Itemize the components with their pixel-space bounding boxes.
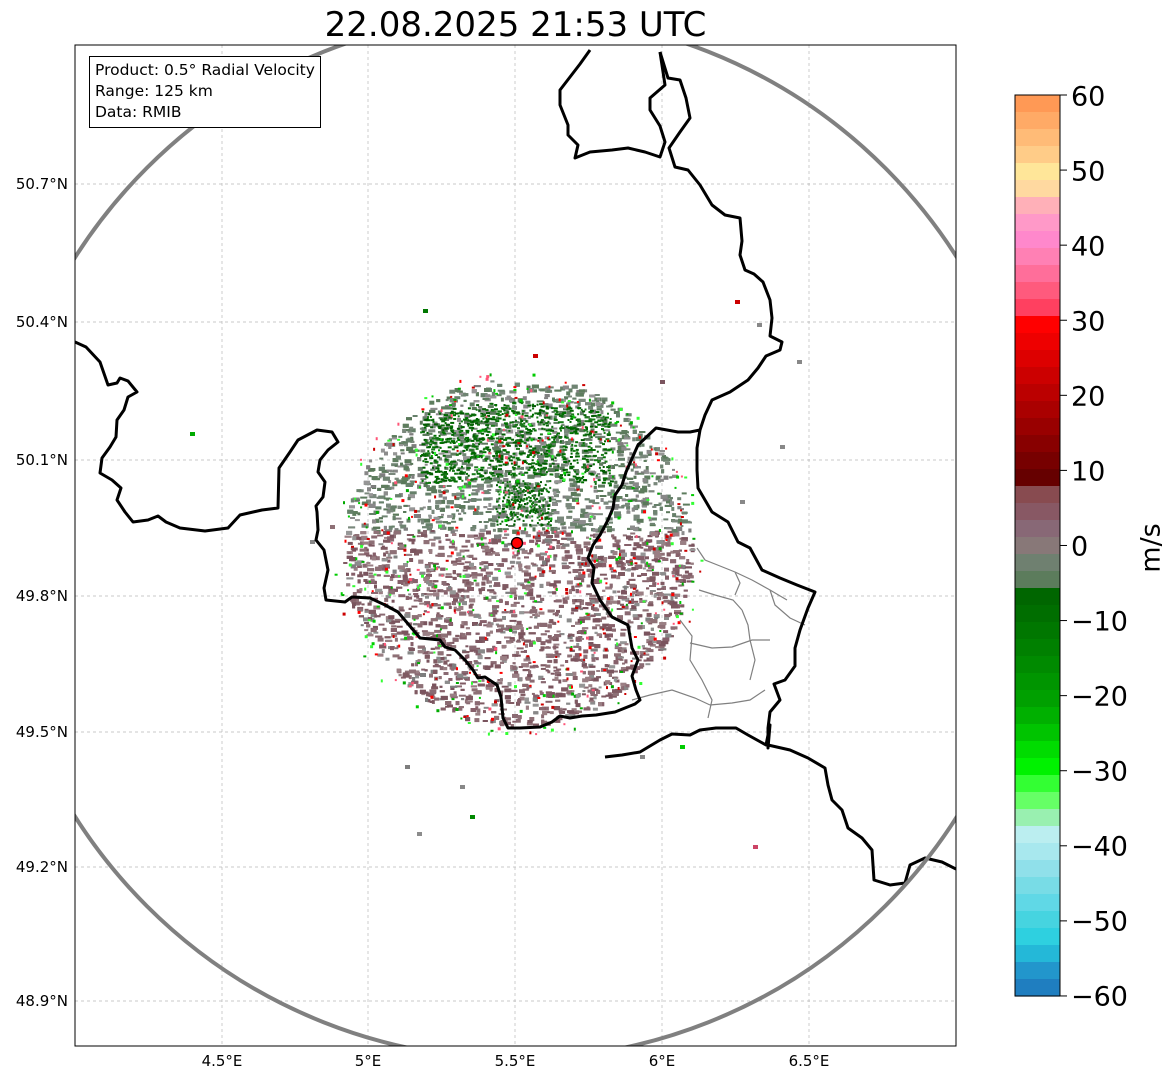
lat-tick-label: 50.4°N: [15, 313, 68, 331]
colorbar-tick-label: 60: [1071, 81, 1106, 113]
colorbar-band: [1015, 758, 1060, 776]
colorbar-band: [1015, 928, 1060, 946]
lat-tick-label: 49.5°N: [15, 723, 68, 741]
lon-tick-label: 6.5°E: [788, 1052, 830, 1070]
colorbar-tick-label: −20: [1071, 681, 1128, 713]
colorbar-band: [1015, 384, 1060, 402]
colorbar-band: [1015, 163, 1060, 181]
admin-borders: [631, 547, 806, 719]
colorbar-band: [1015, 486, 1060, 504]
colorbar-band: [1015, 401, 1060, 419]
colorbar-tick-label: −30: [1071, 756, 1128, 788]
colorbar-band: [1015, 282, 1060, 300]
colorbar-band: [1015, 673, 1060, 691]
colorbar-tick-label: 0: [1071, 531, 1089, 563]
colorbar-band: [1015, 911, 1060, 929]
colorbar: [1015, 95, 1060, 997]
colorbar-band: [1015, 724, 1060, 742]
colorbar-band: [1015, 95, 1060, 113]
colorbar-band: [1015, 622, 1060, 640]
colorbar-tick-label: −10: [1071, 606, 1128, 638]
colorbar-band: [1015, 248, 1060, 266]
colorbar-band: [1015, 265, 1060, 283]
colorbar-band: [1015, 656, 1060, 674]
colorbar-band: [1015, 112, 1060, 130]
colorbar-band: [1015, 792, 1060, 810]
colorbar-band: [1015, 877, 1060, 895]
colorbar-band: [1015, 537, 1060, 555]
colorbar-band: [1015, 894, 1060, 912]
radar-range-circle: [75, 45, 956, 1046]
radar-echoes: [190, 300, 802, 849]
colorbar-band: [1015, 503, 1060, 521]
colorbar-tick-label: 50: [1071, 156, 1106, 188]
info-range: Range: 125 km: [95, 82, 213, 100]
colorbar-band: [1015, 775, 1060, 793]
colorbar-band: [1015, 418, 1060, 436]
colorbar-tick-label: 20: [1071, 381, 1106, 413]
colorbar-band: [1015, 571, 1060, 589]
lat-tick-label: 50.1°N: [15, 451, 68, 469]
colorbar-tick-label: 40: [1071, 231, 1106, 263]
gridlines: [75, 45, 956, 1046]
lat-tick-label: 50.7°N: [15, 175, 68, 193]
colorbar-band: [1015, 299, 1060, 317]
colorbar-band: [1015, 146, 1060, 164]
lat-tick-label: 48.9°N: [15, 992, 68, 1010]
lon-tick-label: 4.5°E: [201, 1052, 243, 1070]
colorbar-band: [1015, 554, 1060, 572]
colorbar-tick-lines: [1060, 94, 1067, 997]
colorbar-band: [1015, 197, 1060, 215]
map-frame: [74, 44, 957, 1047]
colorbar-band: [1015, 180, 1060, 198]
lat-tick-label: 49.2°N: [15, 858, 68, 876]
national-borders: [75, 49, 956, 887]
colorbar-band: [1015, 962, 1060, 980]
colorbar-tick-label: −60: [1071, 981, 1128, 1013]
product-info-box: Product: 0.5° Radial Velocity Range: 125…: [89, 56, 321, 128]
info-product: Product: 0.5° Radial Velocity: [95, 61, 315, 79]
colorbar-band: [1015, 452, 1060, 470]
colorbar-band: [1015, 214, 1060, 232]
lat-tick-label: 49.8°N: [15, 587, 68, 605]
colorbar-tick-label: −50: [1071, 906, 1128, 938]
colorbar-band: [1015, 809, 1060, 827]
colorbar-band: [1015, 367, 1060, 385]
colorbar-band: [1015, 520, 1060, 538]
colorbar-tick-label: 10: [1071, 456, 1106, 488]
colorbar-unit-label: m/s: [1135, 523, 1167, 573]
colorbar-band: [1015, 231, 1060, 249]
colorbar-band: [1015, 605, 1060, 623]
info-data-source: Data: RMIB: [95, 103, 182, 121]
colorbar-band: [1015, 435, 1060, 453]
colorbar-band: [1015, 707, 1060, 725]
colorbar-band: [1015, 860, 1060, 878]
colorbar-band: [1015, 469, 1060, 487]
colorbar-band: [1015, 945, 1060, 963]
colorbar-band: [1015, 588, 1060, 606]
map-title: 22.08.2025 21:53 UTC: [324, 5, 707, 45]
colorbar-band: [1015, 639, 1060, 657]
radar-site-marker[interactable]: [510, 536, 524, 550]
lon-tick-label: 5°E: [354, 1052, 382, 1070]
colorbar-band: [1015, 979, 1060, 997]
colorbar-band: [1015, 333, 1060, 351]
colorbar-band: [1015, 741, 1060, 759]
colorbar-band: [1015, 826, 1060, 844]
colorbar-band: [1015, 129, 1060, 147]
lon-tick-label: 5.5°E: [494, 1052, 536, 1070]
colorbar-tick-label: 30: [1071, 306, 1106, 338]
colorbar-band: [1015, 690, 1060, 708]
lon-tick-label: 6°E: [648, 1052, 676, 1070]
colorbar-band: [1015, 316, 1060, 334]
colorbar-band: [1015, 350, 1060, 368]
colorbar-tick-label: −40: [1071, 831, 1128, 863]
colorbar-band: [1015, 843, 1060, 861]
